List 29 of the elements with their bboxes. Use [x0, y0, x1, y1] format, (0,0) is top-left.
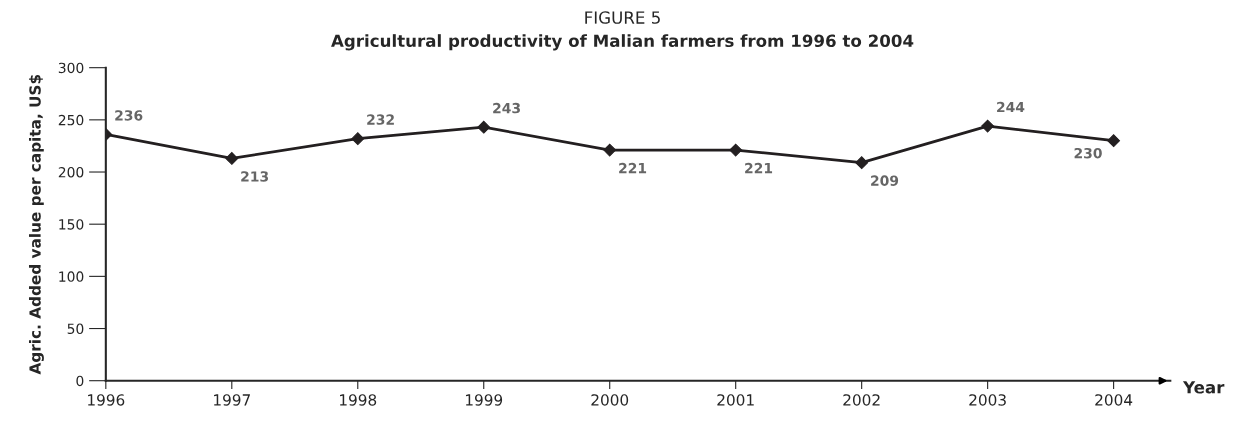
y-tick-label: 200 [58, 166, 84, 178]
data-label: 209 [871, 175, 899, 186]
data-label: 232 [367, 114, 394, 125]
y-tick-label: 300 [58, 62, 84, 74]
x-tick-label: 1997 [214, 394, 250, 406]
y-tick-label: 150 [59, 219, 84, 230]
x-tick-label: 1996 [88, 394, 125, 406]
data-label: 230 [1074, 147, 1102, 159]
x-tick-label: 1999 [465, 394, 503, 406]
x-tick-label: 1998 [340, 394, 377, 406]
chart-subtitle: Agricultural productivity of Malian farmers from 1996 to 2004 [331, 34, 914, 51]
data-label: 221 [619, 162, 647, 174]
y-tick-label: 0 [76, 375, 84, 387]
data-label: 243 [493, 102, 520, 114]
x-axis-title: Year [1182, 381, 1225, 394]
data-label: 236 [115, 110, 143, 121]
y-axis-title: Agric. Added value per capita, US$ [28, 74, 44, 375]
chart-title: FIGURE 5 [585, 11, 660, 24]
x-tick-label: 2002 [843, 394, 880, 406]
y-tick-label: 250 [58, 114, 84, 126]
x-tick-label: 2004 [1095, 394, 1133, 406]
data-label: 213 [241, 171, 269, 182]
x-tick-label: 2003 [969, 394, 1006, 406]
x-tick-label: 2001 [717, 394, 754, 406]
y-tick-label: 50 [67, 323, 84, 334]
data-label: 221 [745, 162, 773, 174]
y-tick-label: 100 [59, 271, 84, 282]
x-tick-label: 2000 [591, 394, 629, 406]
data-label: 244 [997, 101, 1025, 113]
